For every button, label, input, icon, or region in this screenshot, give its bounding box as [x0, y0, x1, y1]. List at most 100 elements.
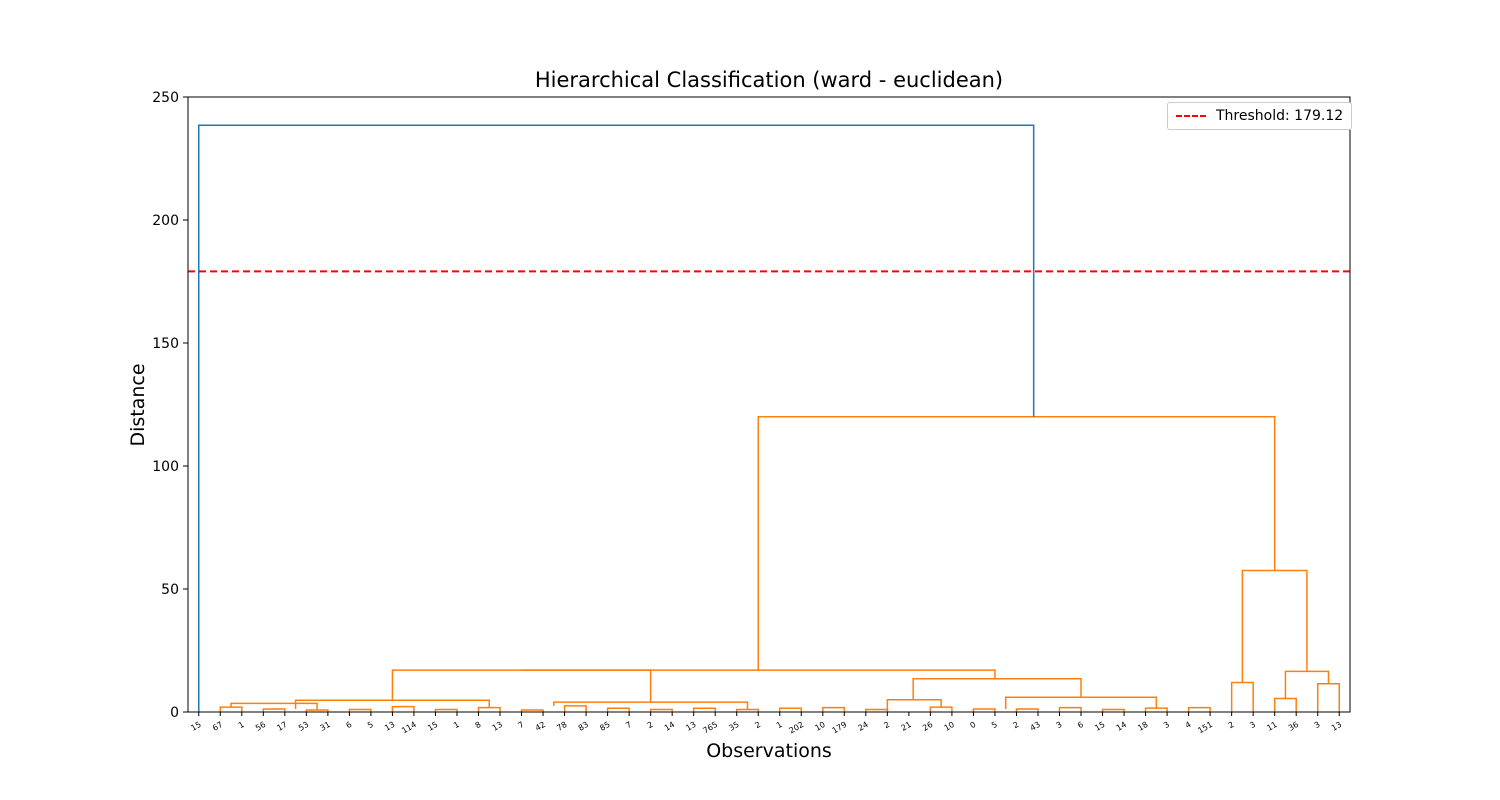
leaf-label: 13	[383, 720, 396, 733]
leaf-label: 1	[775, 720, 784, 730]
y-axis: 0 50 100 150 200 250	[152, 90, 188, 721]
dendrogram-links	[198, 124, 1340, 712]
leaf-label: 13	[491, 720, 504, 733]
leaf-label: 85	[598, 720, 611, 733]
leaf-label: 3	[1055, 720, 1064, 730]
leaf-label: 21	[900, 720, 913, 733]
leaf-label: 1	[237, 720, 246, 730]
dendrogram-link	[929, 706, 953, 712]
leaf-label: 15	[189, 720, 202, 733]
leaf-label: 3	[1248, 720, 1257, 730]
leaf-label: 2	[753, 720, 762, 730]
threshold-legend-swatch	[1176, 115, 1206, 117]
leaf-label: 3	[1313, 720, 1322, 730]
dendrogram-link	[521, 669, 996, 679]
leaf-label: 17	[276, 720, 289, 733]
y-tick-label: 0	[170, 705, 179, 721]
dendrogram-link	[912, 678, 1082, 700]
leaf-label: 151	[1196, 720, 1214, 735]
dendrogram-link	[391, 705, 415, 712]
leaf-label: 1	[452, 720, 461, 730]
dendrogram-link	[1316, 682, 1340, 712]
leaf-label: 15	[1093, 720, 1106, 733]
leaf-label: 36	[1287, 720, 1300, 733]
dendrogram-link	[972, 708, 996, 712]
dendrogram-link	[1284, 670, 1330, 699]
leaf-label: 83	[577, 720, 590, 733]
y-tick-label: 200	[152, 213, 179, 229]
dendrogram-link	[1101, 708, 1125, 712]
leaf-label: 4	[1184, 720, 1193, 730]
leaf-label: 35	[727, 720, 740, 733]
leaf-label: 18	[1136, 720, 1149, 733]
dendrogram-link	[1273, 697, 1297, 712]
leaf-label: 6	[1076, 720, 1085, 730]
chart-title: Hierarchical Classification (ward - eucl…	[534, 68, 1004, 92]
leaf-label: 2	[1227, 720, 1236, 730]
dendrogram-link	[779, 707, 803, 712]
leaf-label: 14	[663, 720, 676, 733]
leaf-label: 10	[943, 720, 956, 733]
y-tick-label: 100	[152, 459, 179, 475]
leaf-label: 13	[1330, 720, 1343, 733]
leaf-label: 3	[1162, 720, 1171, 730]
dendrogram-link	[649, 708, 673, 712]
leaf-label: 8	[474, 720, 483, 730]
legend: Threshold: 179.12	[1167, 102, 1353, 130]
dendrogram-link	[886, 698, 942, 712]
y-tick-label: 150	[152, 336, 179, 352]
dendrogram-link	[391, 669, 652, 703]
leaf-label: 14	[1115, 720, 1128, 733]
leaf-label: 67	[211, 720, 224, 733]
dendrogram-link	[692, 707, 716, 712]
leaf-label: 7	[624, 720, 633, 730]
dendrogram-link	[198, 124, 1035, 712]
leaf-label: 2	[1012, 720, 1021, 730]
leaf-label: 24	[857, 720, 870, 733]
leaf-label: 31	[319, 720, 332, 733]
leaf-label: 114	[400, 720, 418, 735]
dendrogram-link	[1187, 706, 1211, 712]
leaf-label: 56	[254, 720, 267, 733]
leaf-label: 2	[882, 720, 891, 730]
y-tick-label: 50	[161, 582, 179, 598]
leaf-label: 5	[366, 720, 375, 730]
dendrogram-link	[1144, 707, 1168, 712]
dendrogram-link	[219, 706, 243, 712]
leaf-label: 7	[517, 720, 526, 730]
leaf-label: 6	[344, 720, 353, 730]
dendrogram-link	[348, 708, 372, 712]
x-axis: 15 67 1 56 17 53 31 6 5 13 114 15 1 8 13 7 42 78 83 85 7 2 14 1…	[189, 712, 1343, 735]
threshold-legend-label: Threshold: 179.12	[1216, 108, 1344, 124]
leaf-label: 42	[534, 720, 547, 733]
leaf-label: 2	[646, 720, 655, 730]
leaf-label: 43	[1029, 720, 1042, 733]
dendrogram-link	[520, 709, 544, 712]
leaf-label: 765	[701, 720, 719, 735]
dendrogram-link	[434, 708, 458, 712]
leaf-label: 11	[1265, 720, 1278, 733]
leaf-label: 179	[831, 720, 849, 735]
leaf-label: 15	[426, 720, 439, 733]
dendrogram-link	[262, 708, 286, 712]
dendrogram-link	[1241, 569, 1308, 683]
dendrogram-link	[477, 706, 501, 712]
leaf-label: 0	[969, 720, 978, 730]
leaf-label: 26	[921, 720, 934, 733]
dendrogram-link	[822, 706, 846, 712]
leaf-label: 202	[788, 720, 806, 735]
leaf-label: 10	[813, 720, 826, 733]
dendrogram-link	[606, 707, 630, 712]
dendrogram-link	[1015, 708, 1039, 712]
dendrogram-link	[230, 702, 318, 711]
y-tick-label: 250	[152, 90, 179, 106]
leaf-label: 13	[684, 720, 697, 733]
leaf-label: 78	[555, 720, 568, 733]
x-axis-label: Observations	[706, 740, 832, 762]
dendrogram-link	[757, 416, 1276, 671]
leaf-label: 5	[990, 720, 999, 730]
plot-frame	[187, 96, 1351, 713]
dendrogram-link	[1230, 681, 1254, 712]
